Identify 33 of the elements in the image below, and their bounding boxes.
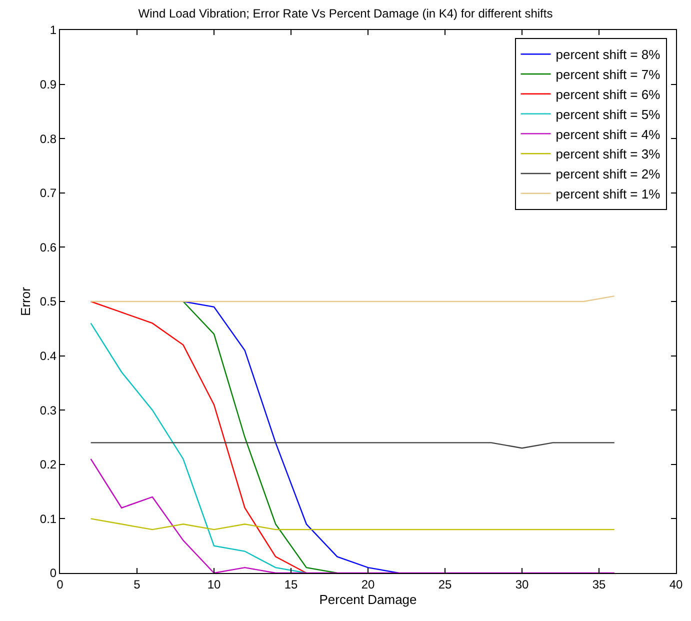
line-series <box>182 300 400 573</box>
chart-title: Wind Load Vibration; Error Rate Vs Percent Damage (in K4) for different shifts <box>138 6 553 20</box>
legend-label: percent shift = 4% <box>556 126 661 142</box>
x-tick-label: 35 <box>592 577 606 592</box>
y-tick-label: 0.8 <box>40 132 57 146</box>
x-axis-title: Percent Damage <box>319 592 417 607</box>
y-tick-label: 0.6 <box>40 240 57 254</box>
legend-label: percent shift = 8% <box>556 47 661 62</box>
x-tick-label: 15 <box>284 577 298 592</box>
y-tick-label: 0.1 <box>40 512 57 526</box>
y-tick-label: 0.7 <box>40 186 57 200</box>
legend-label: percent shift = 7% <box>556 67 661 82</box>
x-tick-label: 30 <box>515 577 529 592</box>
y-tick-label: 0.3 <box>40 403 57 418</box>
x-tick-label: 5 <box>134 577 141 592</box>
y-tick-label: 1 <box>50 23 57 38</box>
x-tick-label: 10 <box>207 577 221 592</box>
legend-label: percent shift = 5% <box>556 106 661 122</box>
line-series <box>90 458 615 573</box>
legend-label: percent shift = 6% <box>556 86 661 102</box>
legend-label: percent shift = 2% <box>556 166 661 182</box>
y-tick-label: 0.4 <box>40 349 57 363</box>
line-series <box>182 300 338 573</box>
legend-label: percent shift = 3% <box>556 146 661 162</box>
x-tick-label: 40 <box>669 577 683 592</box>
y-tick-label: 0.2 <box>40 458 57 472</box>
legend-label: percent shift = 1% <box>556 186 661 202</box>
x-tick-label: 20 <box>361 577 375 592</box>
y-tick-label: 0 <box>50 566 57 580</box>
y-axis-title: Error <box>18 286 33 316</box>
x-tick-label: 25 <box>438 577 452 592</box>
y-tick-label: 0.9 <box>40 78 57 92</box>
y-tick-label: 0.5 <box>40 294 57 309</box>
